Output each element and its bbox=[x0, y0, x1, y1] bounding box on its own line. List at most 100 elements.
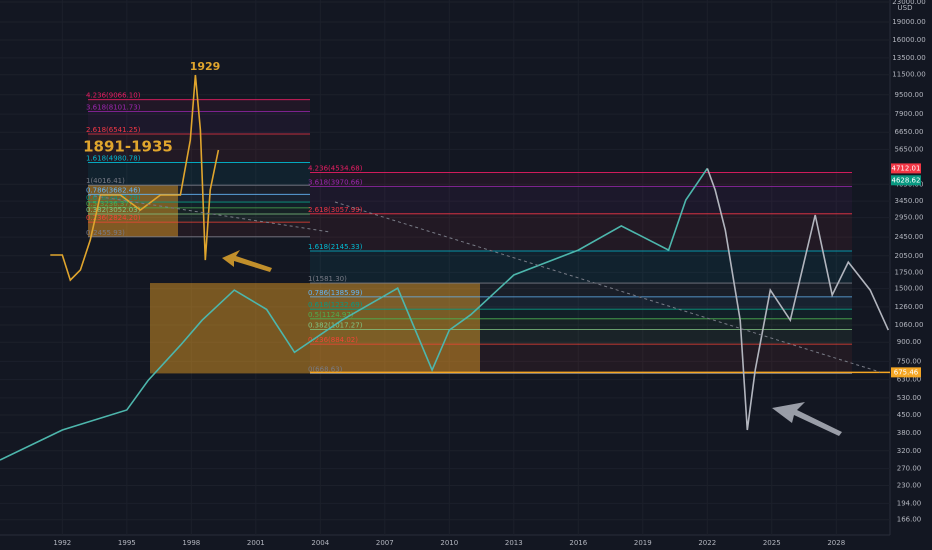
fib-label: 0(668.63) bbox=[308, 365, 343, 373]
price-tag bbox=[891, 175, 921, 186]
x-tick-label: 2022 bbox=[698, 539, 716, 547]
y-tick-label: 19000.00 bbox=[892, 18, 925, 26]
fib-label: 0.5(1124.97) bbox=[308, 311, 354, 319]
fib-label: 0(2455.93) bbox=[86, 229, 125, 237]
price-tag-label: 675.46 bbox=[894, 368, 919, 376]
fib-label: 2.618(3057.99) bbox=[308, 206, 363, 214]
y-tick-label: 1260.00 bbox=[895, 303, 924, 311]
fib-label: 3.618(8101.73) bbox=[86, 103, 141, 111]
x-tick-label: 2001 bbox=[247, 539, 265, 547]
y-tick-label: 230.00 bbox=[897, 481, 922, 489]
y-tick-label: 166.00 bbox=[897, 516, 922, 524]
y-tick-label: 16000.00 bbox=[892, 36, 925, 44]
fib-label: 0.236(884.02) bbox=[308, 336, 358, 344]
y-tick-label: 23000.00 bbox=[892, 0, 925, 6]
fib-band bbox=[310, 296, 852, 310]
y-tick-label: 630.00 bbox=[897, 376, 922, 384]
trend-line bbox=[334, 201, 881, 373]
fib-band bbox=[88, 207, 310, 215]
fib-label: 4.236(9066.10) bbox=[86, 92, 141, 100]
trend-line bbox=[87, 194, 331, 233]
price-line bbox=[706, 168, 890, 431]
fib-label: 0.786(3682.46) bbox=[86, 186, 141, 194]
highlight-box bbox=[150, 283, 480, 374]
fib-label: 3.618(3970.66) bbox=[308, 178, 363, 186]
y-tick-label: 7900.00 bbox=[895, 110, 924, 118]
price-line bbox=[50, 74, 220, 282]
fib-band bbox=[88, 202, 310, 208]
price-tag-label: 4628.62 bbox=[892, 176, 921, 184]
x-tick-label: 2016 bbox=[569, 539, 587, 547]
y-tick-label: 1750.00 bbox=[895, 268, 924, 276]
price-tag bbox=[891, 367, 921, 378]
x-tick-label: 1992 bbox=[53, 539, 71, 547]
fib-band bbox=[310, 172, 852, 187]
y-tick-label: 11500.00 bbox=[892, 71, 925, 79]
fib-band bbox=[88, 214, 310, 223]
fib-label: 2.618(6541.25) bbox=[86, 126, 141, 134]
y-tick-label: 9500.00 bbox=[895, 91, 924, 99]
fib-label: 0.5(3236.37) bbox=[86, 200, 132, 208]
y-tick-label: 320.00 bbox=[897, 447, 922, 455]
y-tick-label: 1500.00 bbox=[895, 285, 924, 293]
fib-band bbox=[310, 318, 852, 330]
fib-band bbox=[310, 309, 852, 319]
fib-label: 0.618(3420.29) bbox=[86, 194, 141, 202]
fib-label: 0.236(2824.20) bbox=[86, 214, 141, 222]
x-tick-label: 2019 bbox=[634, 539, 652, 547]
series bbox=[0, 74, 890, 461]
x-tick-label: 2004 bbox=[311, 539, 329, 547]
fib-band bbox=[310, 283, 852, 297]
fib-retracements: 4.236(9066.10) 3.618(8101.73) 2.618(6541.2… bbox=[86, 92, 890, 374]
x-tick-label: 1995 bbox=[118, 539, 136, 547]
x-tick-label: 2010 bbox=[440, 539, 458, 547]
y-tick-label: 380.00 bbox=[897, 429, 922, 437]
arrow bbox=[772, 402, 842, 436]
x-tick-label: 2025 bbox=[763, 539, 781, 547]
annotation: 1929 bbox=[190, 60, 221, 73]
y-tick-label: 13500.00 bbox=[892, 54, 925, 62]
y-tick-label: 194.00 bbox=[897, 499, 922, 507]
y-tick-label: 3450.00 bbox=[895, 197, 924, 205]
fib-band bbox=[88, 162, 310, 186]
y-tick-label: 2450.00 bbox=[895, 233, 924, 241]
fib-band bbox=[310, 213, 852, 252]
fib-band bbox=[88, 194, 310, 203]
y-tick-label: 5650.00 bbox=[895, 145, 924, 153]
price-tag-label: 4712.01 bbox=[892, 164, 921, 172]
fib-label: 1.618(2145.33) bbox=[308, 243, 363, 251]
fib-band bbox=[310, 186, 852, 214]
fib-band bbox=[88, 133, 310, 163]
y-tick-label: 1060.00 bbox=[895, 321, 924, 329]
y-tick-label: 2950.00 bbox=[895, 214, 924, 222]
fib-band bbox=[310, 344, 852, 374]
highlight-box bbox=[88, 185, 178, 237]
fib-band bbox=[310, 251, 852, 284]
fib-label: 1(4016.41) bbox=[86, 177, 125, 185]
y-tick-label: 6650.00 bbox=[895, 128, 924, 136]
x-tick-label: 2013 bbox=[505, 539, 523, 547]
x-tick-label: 1998 bbox=[182, 539, 200, 547]
arrow bbox=[222, 250, 272, 272]
price-line bbox=[0, 167, 708, 461]
fib-band bbox=[88, 222, 310, 237]
y-tick-label: 530.00 bbox=[897, 394, 922, 402]
y-tick-label: 450.00 bbox=[897, 411, 922, 419]
fib-label: 1.618(4980.78) bbox=[86, 155, 141, 163]
fib-label: 4.236(4534.68) bbox=[308, 164, 363, 172]
fib-band bbox=[88, 185, 310, 195]
x-tick-label: 2007 bbox=[376, 539, 394, 547]
fib-label: 0.618(1232.69) bbox=[308, 301, 363, 309]
price-tag bbox=[891, 163, 921, 174]
fib-label: 0.786(1385.99) bbox=[308, 289, 363, 297]
fib-label: 0.382(3052.03) bbox=[86, 206, 141, 214]
y-tick-label: 2050.00 bbox=[895, 252, 924, 260]
fib-band bbox=[88, 99, 310, 112]
annotation: 1891-1935 bbox=[83, 138, 173, 156]
fib-label: 1(1581.30) bbox=[308, 275, 347, 283]
axis-unit: USD bbox=[898, 4, 913, 12]
grid bbox=[0, 0, 890, 535]
y-tick-label: 900.00 bbox=[897, 338, 922, 346]
